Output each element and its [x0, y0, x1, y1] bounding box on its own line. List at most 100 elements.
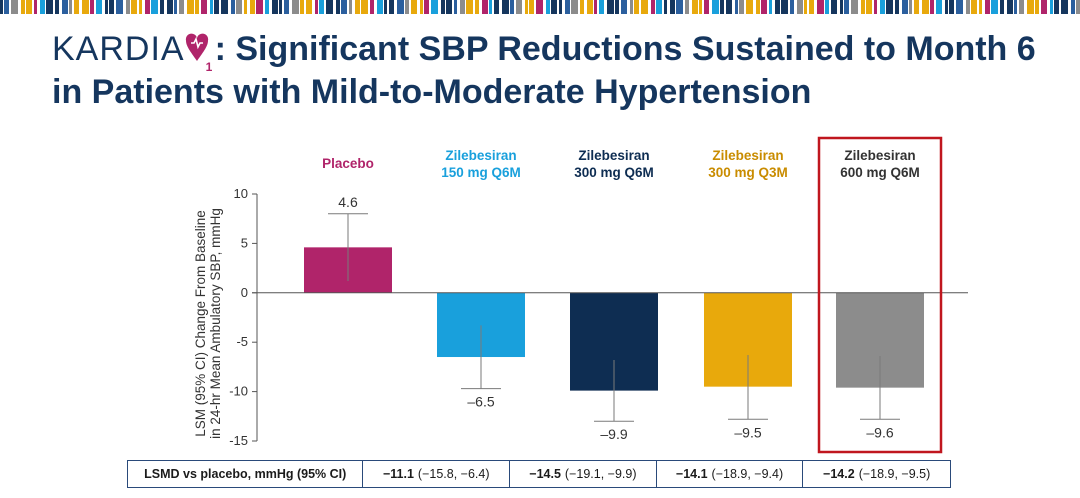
top-bar-stripe — [384, 0, 387, 14]
top-bar-stripe — [580, 0, 584, 14]
lsmd-value: −14.2 — [823, 467, 855, 481]
top-bar-stripe — [131, 0, 137, 14]
top-bar-stripe — [971, 0, 977, 14]
top-bar-stripe — [704, 0, 709, 14]
y-tick-label: -15 — [229, 433, 248, 448]
top-bar-stripe — [922, 0, 929, 14]
top-bar-stripe — [279, 0, 282, 14]
lsmd-ci: (−19.1, −9.9) — [564, 467, 637, 481]
top-bar-stripe — [420, 0, 423, 14]
top-bar-stripe — [405, 0, 409, 14]
top-bar-stripe — [817, 0, 824, 14]
value-label: 4.6 — [338, 194, 358, 210]
top-bar-stripe — [840, 0, 843, 14]
y-tick-label: -10 — [229, 384, 248, 399]
brand-subscript: 1 — [205, 60, 213, 74]
top-bar-stripe — [272, 0, 278, 14]
top-bar-stripe — [96, 0, 102, 14]
top-bar-stripe — [670, 0, 675, 14]
top-bar-stripe — [621, 0, 627, 14]
top-bar-stripe — [664, 0, 667, 14]
top-bar-stripe — [880, 0, 885, 14]
top-bar-stripe — [494, 0, 499, 14]
top-bar-stripe — [265, 0, 269, 14]
top-bar-stripe — [735, 0, 738, 14]
top-bar-stripe — [167, 0, 173, 14]
top-bar-stripe — [370, 0, 374, 14]
value-label: –9.6 — [866, 424, 893, 440]
top-bar-stripe — [739, 0, 744, 14]
top-bar-stripe — [1007, 0, 1013, 14]
top-bar-stripe — [949, 0, 954, 14]
top-bar-stripe — [431, 0, 438, 14]
top-bar-stripe — [1071, 0, 1075, 14]
top-bar-stripe — [306, 0, 312, 14]
top-bar-stripe — [326, 0, 333, 14]
lsmd-ci: (−15.8, −6.4) — [417, 467, 490, 481]
top-bar-stripe — [546, 0, 550, 14]
category-label-line1: Zilebesiran — [578, 148, 649, 163]
top-bar-stripe — [105, 0, 108, 14]
top-bar-stripe — [790, 0, 794, 14]
top-bar-stripe — [775, 0, 780, 14]
lsmd-value: −14.1 — [675, 467, 708, 481]
top-bar-stripe — [529, 0, 534, 14]
top-bar-stripe — [250, 0, 255, 14]
top-bar-stripe — [231, 0, 235, 14]
category-label-line2: 300 mg Q6M — [574, 165, 654, 180]
top-bar-stripe — [82, 0, 89, 14]
top-bar-stripe — [424, 0, 429, 14]
top-bar-stripe — [1035, 0, 1039, 14]
lsmd-table: LSMD vs placebo, mmHg (95% CI) −11.1 (−15… — [127, 460, 951, 488]
top-bar-stripe — [454, 0, 457, 14]
top-bar-stripe — [126, 0, 130, 14]
lsmd-cell-600-q6m: −14.2 (−18.9, −9.5) — [803, 461, 950, 487]
top-bar-stripe — [587, 0, 593, 14]
top-bar-stripe — [607, 0, 614, 14]
top-bar-stripe — [1061, 0, 1068, 14]
top-bar-stripe — [187, 0, 194, 14]
y-tick-label: 5 — [241, 235, 248, 250]
top-bar-stripe — [319, 0, 324, 14]
top-bar-stripe — [781, 0, 788, 14]
top-bar-stripe — [692, 0, 698, 14]
lsmd-ci: (−18.9, −9.5) — [858, 467, 931, 481]
value-label: –6.5 — [467, 394, 494, 410]
lsmd-cell-300-q6m: −14.5 (−19.1, −9.9) — [510, 461, 657, 487]
top-bar-stripe — [699, 0, 702, 14]
top-bar-stripe — [746, 0, 753, 14]
top-bar-stripe — [809, 0, 814, 14]
top-bar-stripe — [712, 0, 719, 14]
top-bar-stripe — [536, 0, 543, 14]
category-label-line1: Zilebesiran — [445, 148, 516, 163]
category-label-line2: 150 mg Q6M — [441, 165, 521, 180]
top-bar-stripe — [160, 0, 164, 14]
top-bar-stripe — [336, 0, 340, 14]
top-bar-stripe — [397, 0, 404, 14]
category-label-line2: 300 mg Q3M — [708, 165, 788, 180]
top-bar-stripe — [599, 0, 604, 14]
top-bar-stripe — [1050, 0, 1053, 14]
category-label-line2: 600 mg Q6M — [840, 165, 920, 180]
top-bar-stripe — [886, 0, 893, 14]
top-bar-stripe — [1054, 0, 1059, 14]
top-bar-stripe — [930, 0, 934, 14]
y-tick-label: 0 — [241, 285, 248, 300]
top-bar-stripe — [909, 0, 912, 14]
top-bar-stripe — [361, 0, 368, 14]
slide-title: KARDIA 1: Significant SBP Reductions Sust… — [52, 28, 1062, 114]
top-bar-stripe — [594, 0, 597, 14]
top-bar-stripe — [34, 0, 37, 14]
brand-heart-pin-icon: 1 — [185, 30, 215, 74]
top-bar-stripe — [510, 0, 514, 14]
top-bar-stripe — [349, 0, 352, 14]
top-bar-stripe — [40, 0, 45, 14]
top-bar-stripe — [174, 0, 177, 14]
top-bar-stripe — [21, 0, 25, 14]
lsmd-ci: (−18.9, −9.4) — [711, 467, 784, 481]
top-bar-stripe — [145, 0, 150, 14]
top-bar-stripe — [685, 0, 689, 14]
top-bar-stripe — [756, 0, 760, 14]
top-bar-stripe — [634, 0, 639, 14]
top-bar-stripe — [139, 0, 142, 14]
